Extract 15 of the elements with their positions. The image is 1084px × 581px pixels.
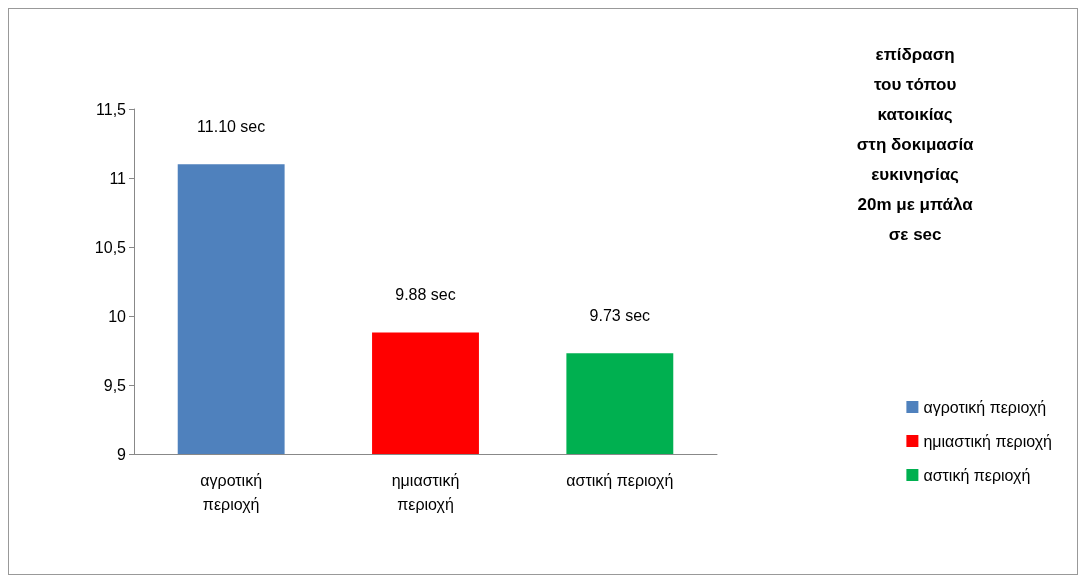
y-tick-label: 11,5 [96,100,127,118]
y-tick-label: 11 [109,169,127,187]
text: επίδραση του τόπου κατοικίας στη δοκιμασία ευκινησίας 20m με μπάλα σε sec [856,44,975,244]
x-tick-label: ημιαστική περιοχή [391,471,460,513]
data-label: 9.73 sec [589,306,651,324]
data-label: 11.10 sec [197,117,266,135]
y-tick-label: 9,5 [103,376,127,394]
legend-label: ημιαστική περιοχή [923,432,1052,450]
y-tick-label: 10 [108,307,127,325]
y-tick-label: 10,5 [94,238,127,256]
x-tick-label: αστική περιοχή [566,471,674,489]
x-tick-label: αγροτική περιοχή [200,471,263,513]
legend-label: αγροτική περιοχή [923,398,1047,416]
y-tick-label: 9 [117,445,127,463]
data-label: 9.88 sec [395,286,456,304]
